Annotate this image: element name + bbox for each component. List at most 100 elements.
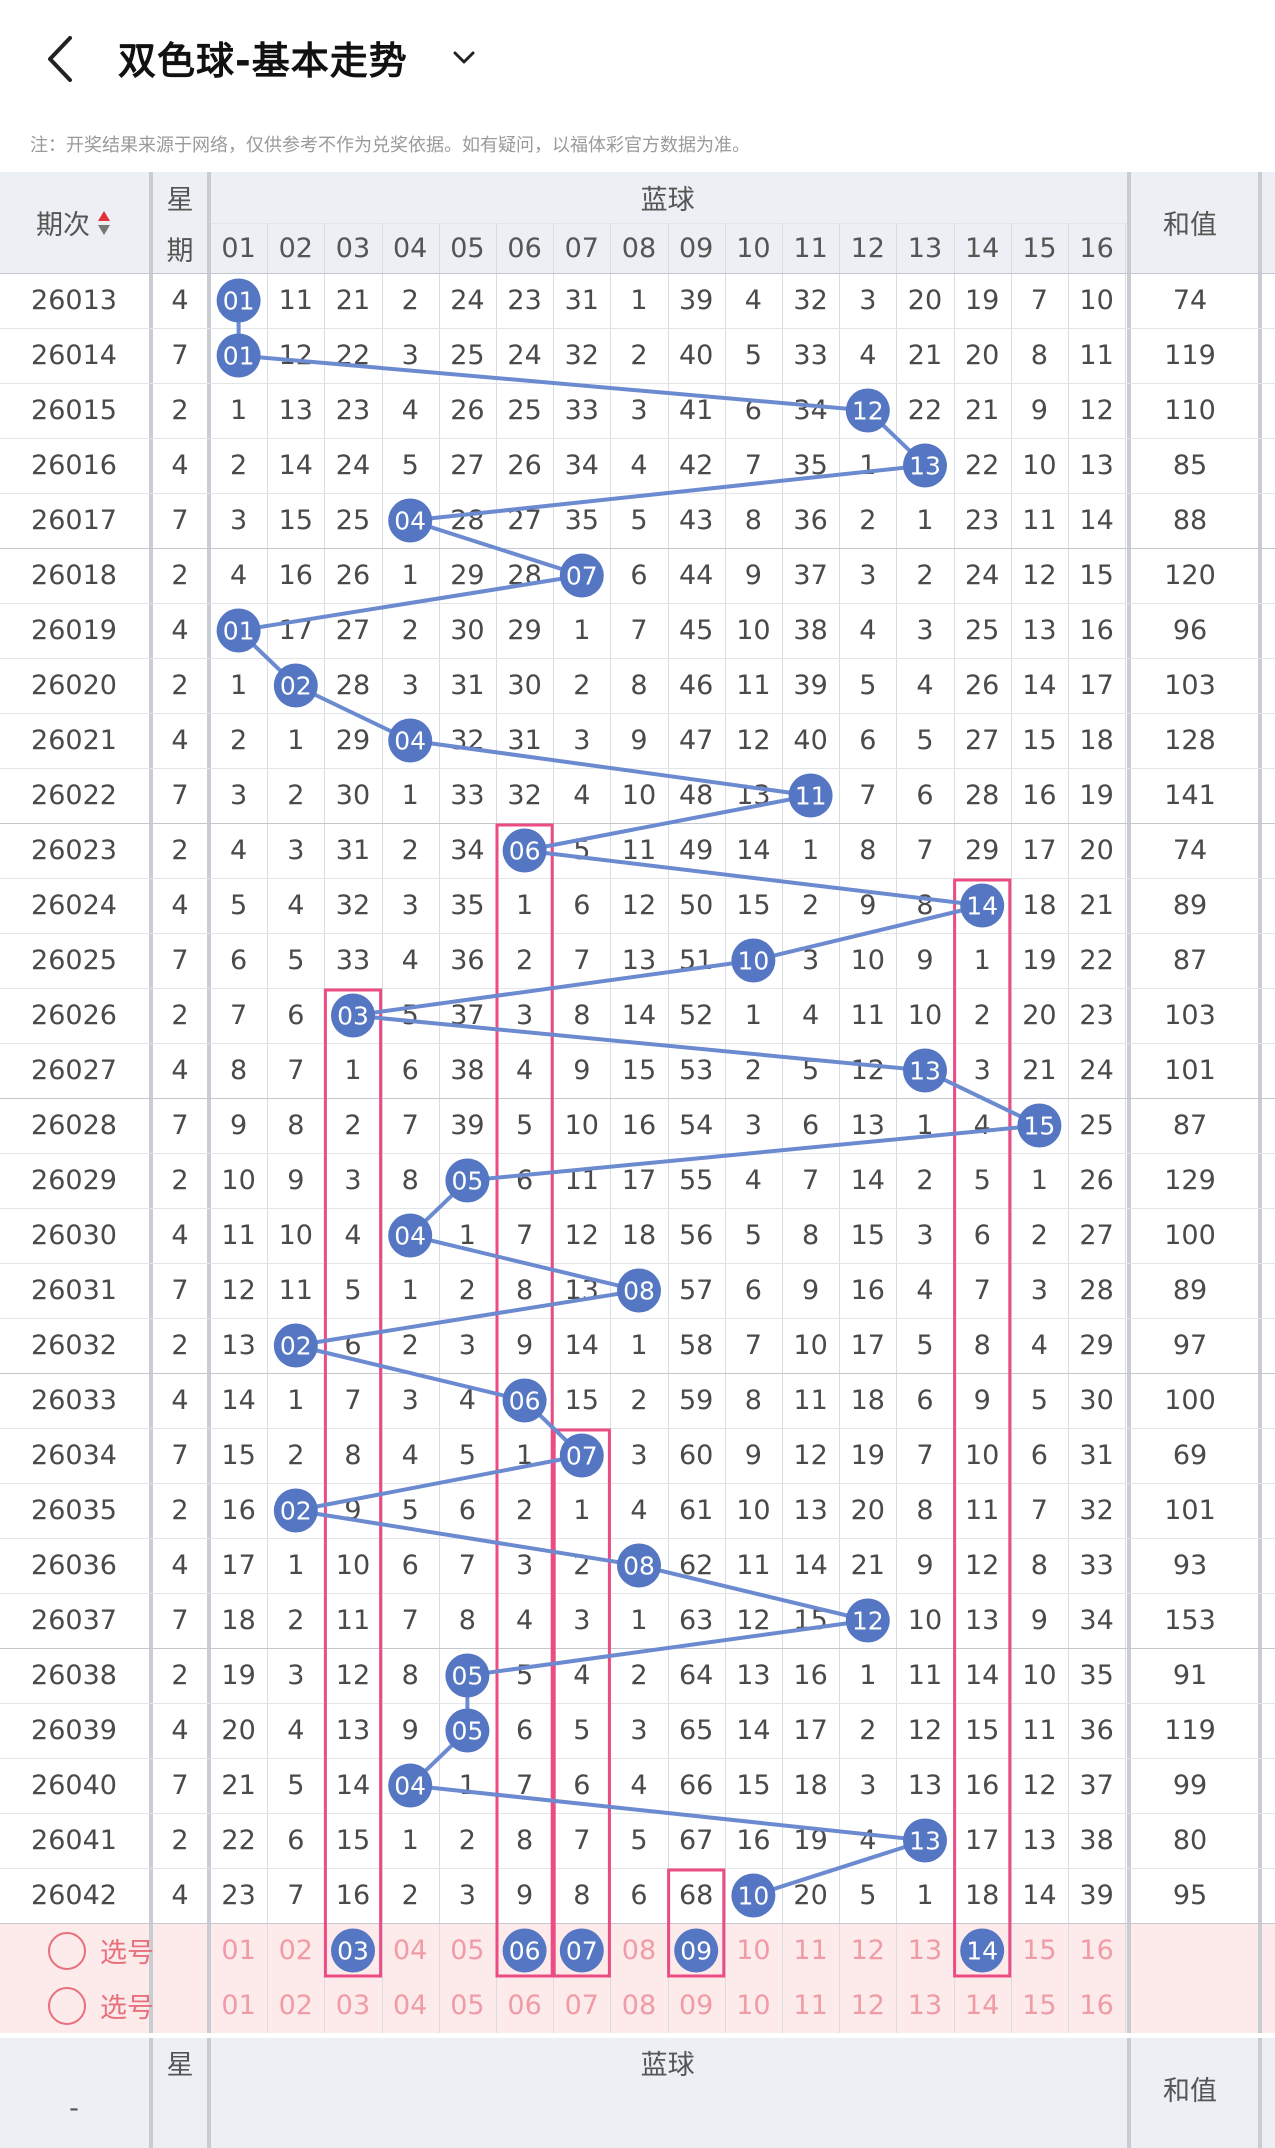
- pick-number[interactable]: 11: [793, 1935, 828, 1966]
- omission-cell: 2: [230, 725, 248, 756]
- omission-cell: 2: [516, 1495, 534, 1526]
- omission-cell: 4: [573, 1660, 591, 1691]
- omission-cell: 5: [573, 835, 591, 866]
- pick-row-selector[interactable]: 选号: [48, 1923, 154, 1978]
- pick-number[interactable]: 11: [793, 1990, 828, 2021]
- omission-cell: 16: [793, 1660, 828, 1691]
- hit-cell: 02: [267, 1318, 324, 1373]
- pick-number[interactable]: 02: [278, 1935, 313, 1966]
- omission-cell: 17: [278, 615, 313, 646]
- omission-cell: 2: [859, 1715, 877, 1746]
- omission-cell: 50: [679, 890, 714, 921]
- radio-circle-icon[interactable]: [48, 1986, 86, 2025]
- pick-number[interactable]: 05: [450, 1935, 485, 1966]
- omission-cell: 23: [221, 1880, 256, 1911]
- pick-number[interactable]: 04: [393, 1990, 428, 2021]
- issue-number: 26014: [31, 340, 117, 371]
- omission-cell: 5: [516, 1110, 534, 1141]
- pick-number[interactable]: 06: [496, 1923, 553, 1978]
- omission-cell: 1: [516, 1440, 534, 1471]
- omission-cell: 33: [450, 780, 485, 811]
- omission-cell: 30: [450, 615, 485, 646]
- omission-cell: 5: [916, 1330, 934, 1361]
- omission-cell: 17: [793, 1715, 828, 1746]
- omission-cell: 3: [287, 1660, 305, 1691]
- weekday-value: 4: [171, 1550, 189, 1581]
- pick-number[interactable]: 07: [553, 1923, 610, 1978]
- pick-number[interactable]: 09: [668, 1923, 725, 1978]
- pick-number[interactable]: 12: [850, 1935, 885, 1966]
- omission-cell: 7: [630, 615, 648, 646]
- omission-cell: 8: [744, 1385, 762, 1416]
- omission-cell: 2: [401, 285, 419, 316]
- pick-number[interactable]: 05: [450, 1990, 485, 2021]
- omission-cell: 4: [401, 945, 419, 976]
- back-arrow-icon[interactable]: [40, 30, 86, 88]
- pick-number[interactable]: 12: [850, 1990, 885, 2021]
- sum-value: 74: [1172, 285, 1208, 316]
- column-header-number-16: 16: [1079, 232, 1114, 264]
- chevron-down-icon[interactable]: [450, 44, 478, 72]
- pick-number[interactable]: 14: [965, 1990, 1000, 2021]
- radio-circle-icon[interactable]: [48, 1931, 86, 1970]
- omission-cell: 15: [850, 1220, 885, 1251]
- pick-number[interactable]: 01: [221, 1990, 256, 2021]
- omission-cell: 7: [401, 1605, 419, 1636]
- omission-cell: 1: [744, 1000, 762, 1031]
- omission-cell: 9: [916, 945, 934, 976]
- sum-value: 129: [1164, 1165, 1216, 1196]
- omission-cell: 12: [907, 1715, 943, 1746]
- sort-icon[interactable]: [96, 208, 112, 238]
- pick-number[interactable]: 09: [679, 1990, 714, 2021]
- omission-cell: 5: [287, 945, 305, 976]
- issue-number: 26041: [31, 1825, 117, 1856]
- page-title[interactable]: 双色球-基本走势: [118, 39, 408, 83]
- omission-cell: 9: [802, 1275, 820, 1306]
- omission-cell: 2: [287, 780, 305, 811]
- omission-cell: 11: [736, 1550, 771, 1581]
- omission-cell: 27: [965, 725, 1000, 756]
- pick-number[interactable]: 13: [907, 1990, 943, 2021]
- hit-cell: 13: [896, 1043, 953, 1098]
- omission-cell: 7: [916, 835, 934, 866]
- pick-number[interactable]: 03: [324, 1923, 381, 1978]
- pick-number[interactable]: 15: [1022, 1990, 1057, 2021]
- omission-cell: 1: [573, 615, 591, 646]
- pick-row-selector[interactable]: 选号: [48, 1978, 154, 2033]
- omission-cell: 3: [401, 1385, 419, 1416]
- omission-cell: 6: [630, 560, 648, 591]
- pick-number[interactable]: 07: [564, 1990, 599, 2021]
- omission-cell: 13: [564, 1275, 599, 1306]
- pick-number[interactable]: 16: [1079, 1935, 1114, 1966]
- weekday-value: 2: [171, 395, 189, 426]
- omission-cell: 4: [916, 1275, 934, 1306]
- omission-cell: 5: [802, 1055, 820, 1086]
- omission-cell: 2: [458, 1275, 476, 1306]
- pick-number[interactable]: 08: [621, 1990, 657, 2021]
- pick-number[interactable]: 01: [221, 1935, 256, 1966]
- sum-value: 100: [1164, 1385, 1216, 1416]
- omission-cell: 21: [965, 395, 1000, 426]
- pick-number[interactable]: 02: [278, 1990, 313, 2021]
- pick-number[interactable]: 14: [954, 1923, 1011, 1978]
- hit-cell: 08: [610, 1538, 667, 1593]
- pick-number[interactable]: 03: [335, 1990, 371, 2021]
- omission-cell: 61: [679, 1495, 714, 1526]
- omission-cell: 1: [516, 890, 534, 921]
- pick-number[interactable]: 13: [907, 1935, 943, 1966]
- omission-cell: 2: [859, 505, 877, 536]
- pick-number[interactable]: 08: [621, 1935, 657, 1966]
- omission-cell: 2: [916, 560, 934, 591]
- omission-cell: 31: [1079, 1440, 1114, 1471]
- pick-number[interactable]: 10: [736, 1990, 771, 2021]
- pick-number[interactable]: 15: [1022, 1935, 1057, 1966]
- pick-number[interactable]: 06: [507, 1990, 542, 2021]
- pick-number[interactable]: 04: [393, 1935, 428, 1966]
- column-header-issue[interactable]: 期次: [0, 172, 148, 273]
- omission-cell: 26: [450, 395, 485, 426]
- omission-cell: 15: [736, 1770, 771, 1801]
- pick-number[interactable]: 16: [1079, 1990, 1114, 2021]
- pick-number[interactable]: 10: [736, 1935, 771, 1966]
- weekday-value: 7: [171, 945, 189, 976]
- sum-value: 141: [1164, 780, 1216, 811]
